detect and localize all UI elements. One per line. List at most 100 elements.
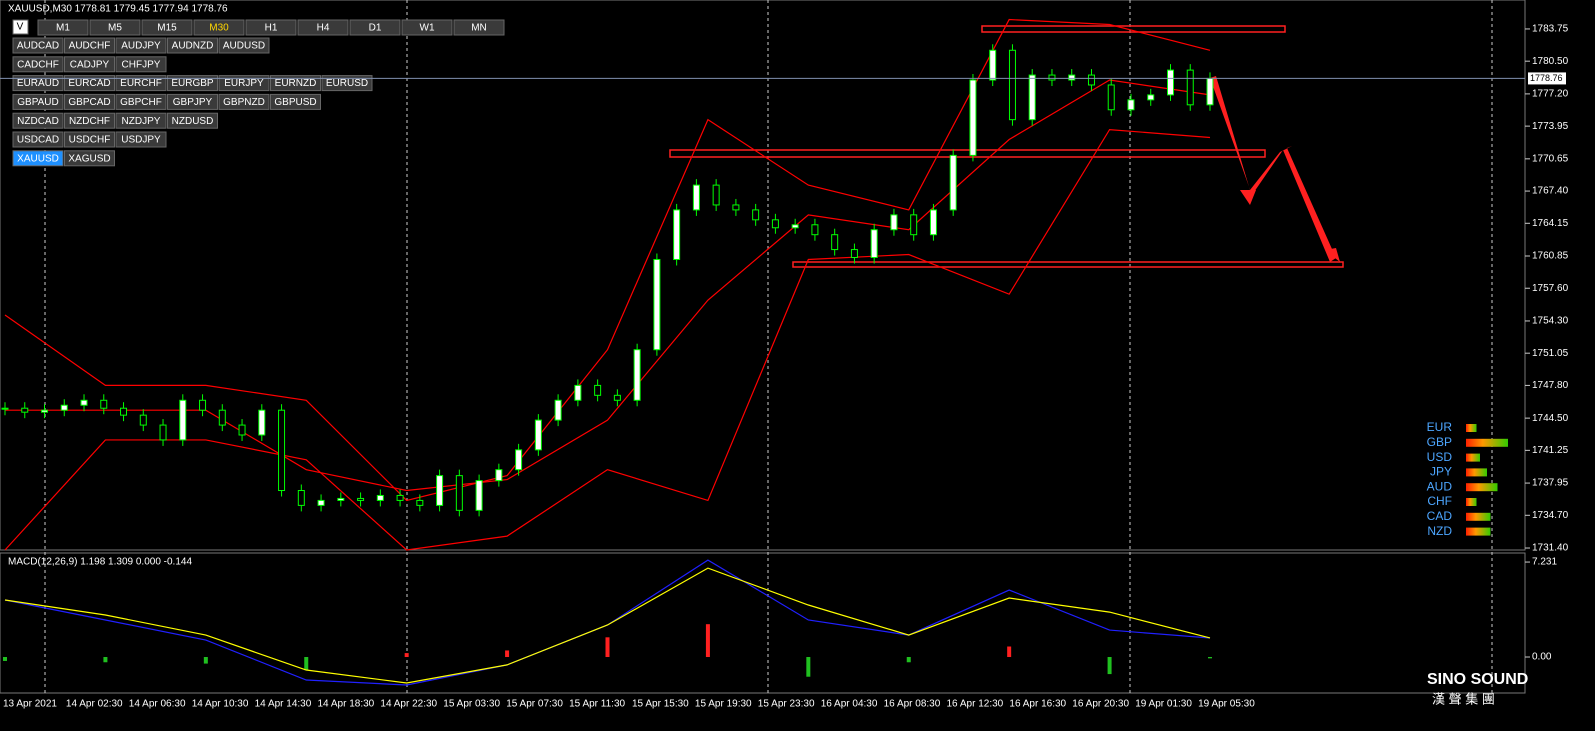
candle [337,497,345,501]
button[interactable]: AUDCAD [12,37,64,54]
current-price-label: 1778.76 [1530,73,1563,83]
candle [673,209,681,260]
x-tick-label: 14 Apr 18:30 [318,699,375,710]
button[interactable]: NZDCAD [12,112,64,129]
candle [317,499,325,506]
x-tick-label: 16 Apr 12:30 [947,699,1004,710]
y-tick-label: 1744.50 [1532,413,1569,424]
button[interactable]: M5 [89,19,141,36]
candle [41,409,49,413]
button-bg [167,37,218,54]
button-bg [89,19,141,36]
button[interactable]: NZDUSD [167,112,218,129]
button-label: EURNZD [275,78,317,89]
candle [653,258,661,351]
button-bg [64,150,115,167]
button-bg [64,93,115,110]
button[interactable]: H4 [297,19,349,36]
currency-label: JPY [1430,465,1452,479]
button-label: EURAUD [17,78,59,89]
button-bg [218,93,270,110]
x-tick-label: 15 Apr 15:30 [632,699,689,710]
button[interactable]: EURAUD [12,75,64,92]
button[interactable]: EURCAD [64,75,115,92]
button-label: XAGUSD [68,153,110,164]
button-label: AUDCAD [17,41,59,52]
button[interactable]: H1 [245,19,297,36]
candle [752,209,760,221]
button[interactable]: EURCHF [115,75,167,92]
button[interactable]: AUDNZD [167,37,218,54]
button-label: H4 [317,23,330,34]
candle [297,490,305,506]
button[interactable]: GBPCHF [115,93,167,110]
button[interactable]: MN [453,19,505,36]
button-bg [64,56,115,73]
button[interactable]: GBPJPY [167,93,218,110]
button-bg [12,56,64,73]
button-bg [167,93,218,110]
button[interactable]: NZDCHF [64,112,115,129]
button[interactable]: M15 [141,19,193,36]
button[interactable]: GBPAUD [12,93,64,110]
strength-bar [1466,498,1477,506]
strength-bar [1466,468,1487,477]
button[interactable]: CHFJPY [115,56,167,73]
currency-label: USD [1427,450,1453,464]
candle [712,184,720,206]
candle [1028,74,1036,121]
candle [1087,74,1095,86]
candle [831,234,839,251]
candle [969,79,977,156]
strength-bar [1466,483,1498,492]
button[interactable]: NZDJPY [115,112,167,129]
check-button[interactable]: V [12,19,29,35]
candle [218,409,226,426]
button[interactable]: GBPCAD [64,93,115,110]
x-tick-label: 15 Apr 23:30 [758,699,815,710]
button-label: AUDUSD [223,41,265,52]
button[interactable]: USDJPY [115,131,167,148]
button[interactable]: EURNZD [270,75,321,92]
button[interactable]: W1 [401,19,453,36]
button[interactable]: GBPNZD [218,93,270,110]
button-label: USDJPY [121,135,161,146]
candle [21,407,29,413]
button[interactable]: AUDUSD [218,37,270,54]
button[interactable]: EURGBP [167,75,218,92]
y-tick-label: 7.231 [1532,557,1557,568]
button[interactable]: AUDJPY [115,37,167,54]
symbol-info: XAUUSD,M30 1778.81 1779.45 1777.94 1778.… [8,4,228,15]
y-tick-label: 1747.80 [1532,380,1569,391]
button[interactable]: EURUSD [321,75,373,92]
button[interactable]: EURJPY [218,75,270,92]
x-tick-label: 16 Apr 16:30 [1009,699,1066,710]
x-tick-label: 15 Apr 11:30 [569,699,625,710]
histogram-bar [203,657,208,664]
x-tick-label: 14 Apr 10:30 [192,699,249,710]
button[interactable]: CADCHF [12,56,64,73]
button[interactable]: GBPUSD [270,93,321,110]
candle [692,184,700,211]
button-label: MN [471,23,487,34]
button[interactable]: USDCHF [64,131,115,148]
button[interactable]: CADJPY [64,56,115,73]
button[interactable]: XAUUSD [12,150,64,167]
button-label: NZDCAD [17,116,59,127]
candle [416,499,424,506]
candle [910,214,918,236]
candle [199,399,207,411]
candle [989,49,997,81]
button[interactable]: XAGUSD [64,150,115,167]
button-label: GBPCHF [120,97,162,108]
button[interactable]: M30 [193,19,245,36]
button[interactable]: USDCAD [12,131,64,148]
button-label: EURJPY [224,78,264,89]
candle [1127,99,1135,111]
button[interactable]: AUDCHF [64,37,115,54]
button[interactable]: M1 [37,19,89,36]
x-tick-label: 15 Apr 03:30 [443,699,500,710]
button[interactable]: D1 [349,19,401,36]
button-label: M30 [209,23,229,34]
